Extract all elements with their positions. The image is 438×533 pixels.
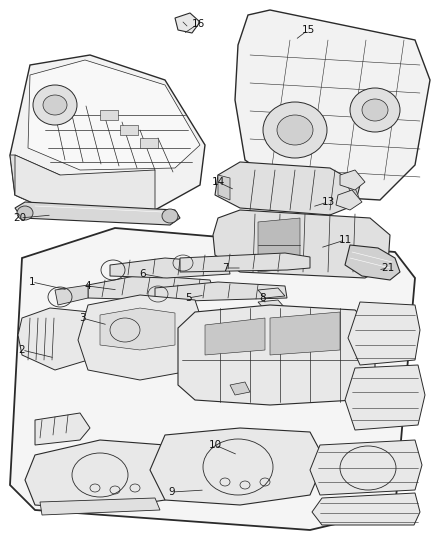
Polygon shape: [78, 295, 205, 380]
Text: 9: 9: [169, 487, 175, 497]
Polygon shape: [28, 60, 200, 170]
Polygon shape: [88, 275, 215, 300]
Text: 8: 8: [260, 293, 266, 303]
Polygon shape: [55, 285, 88, 305]
Polygon shape: [312, 493, 420, 525]
Text: 16: 16: [191, 19, 205, 29]
Polygon shape: [213, 210, 390, 278]
Polygon shape: [120, 125, 138, 135]
Polygon shape: [348, 302, 420, 365]
Polygon shape: [10, 228, 415, 530]
Text: 13: 13: [321, 197, 335, 207]
Polygon shape: [345, 245, 400, 280]
Text: 11: 11: [339, 235, 352, 245]
Polygon shape: [348, 183, 360, 205]
Polygon shape: [175, 13, 200, 33]
Polygon shape: [230, 382, 250, 395]
Text: 2: 2: [19, 345, 25, 355]
Ellipse shape: [43, 95, 67, 115]
Polygon shape: [235, 10, 430, 200]
Polygon shape: [35, 413, 90, 445]
Text: 14: 14: [212, 177, 225, 187]
Text: 1: 1: [28, 277, 35, 287]
Text: 21: 21: [381, 263, 395, 273]
Ellipse shape: [33, 85, 77, 125]
Polygon shape: [310, 440, 422, 495]
Text: 3: 3: [79, 313, 85, 323]
Text: 20: 20: [14, 213, 27, 223]
Ellipse shape: [263, 102, 327, 158]
Ellipse shape: [277, 115, 313, 145]
Polygon shape: [258, 300, 285, 310]
Polygon shape: [155, 282, 287, 302]
Polygon shape: [180, 253, 310, 272]
Polygon shape: [25, 440, 175, 510]
Polygon shape: [205, 318, 265, 355]
Polygon shape: [15, 155, 155, 215]
Polygon shape: [340, 170, 365, 190]
Polygon shape: [10, 55, 205, 215]
Polygon shape: [215, 162, 360, 215]
Text: 6: 6: [140, 269, 146, 279]
Polygon shape: [178, 305, 375, 405]
Polygon shape: [40, 498, 160, 515]
Text: 7: 7: [222, 263, 228, 273]
Polygon shape: [218, 175, 230, 200]
Polygon shape: [258, 218, 300, 272]
Polygon shape: [18, 308, 100, 370]
Text: 4: 4: [85, 281, 91, 291]
Ellipse shape: [350, 88, 400, 132]
Polygon shape: [100, 308, 175, 350]
Polygon shape: [150, 428, 325, 505]
Polygon shape: [258, 288, 285, 298]
Polygon shape: [140, 138, 158, 148]
Polygon shape: [218, 315, 230, 328]
Polygon shape: [100, 110, 118, 120]
Text: 10: 10: [208, 440, 222, 450]
Text: 15: 15: [301, 25, 314, 35]
Ellipse shape: [362, 99, 388, 121]
Polygon shape: [336, 190, 362, 210]
Polygon shape: [15, 202, 180, 225]
Polygon shape: [270, 312, 340, 355]
Polygon shape: [10, 155, 60, 215]
Ellipse shape: [17, 206, 33, 220]
Polygon shape: [110, 258, 230, 278]
Polygon shape: [345, 365, 425, 430]
Ellipse shape: [162, 209, 178, 223]
Text: 5: 5: [185, 293, 191, 303]
